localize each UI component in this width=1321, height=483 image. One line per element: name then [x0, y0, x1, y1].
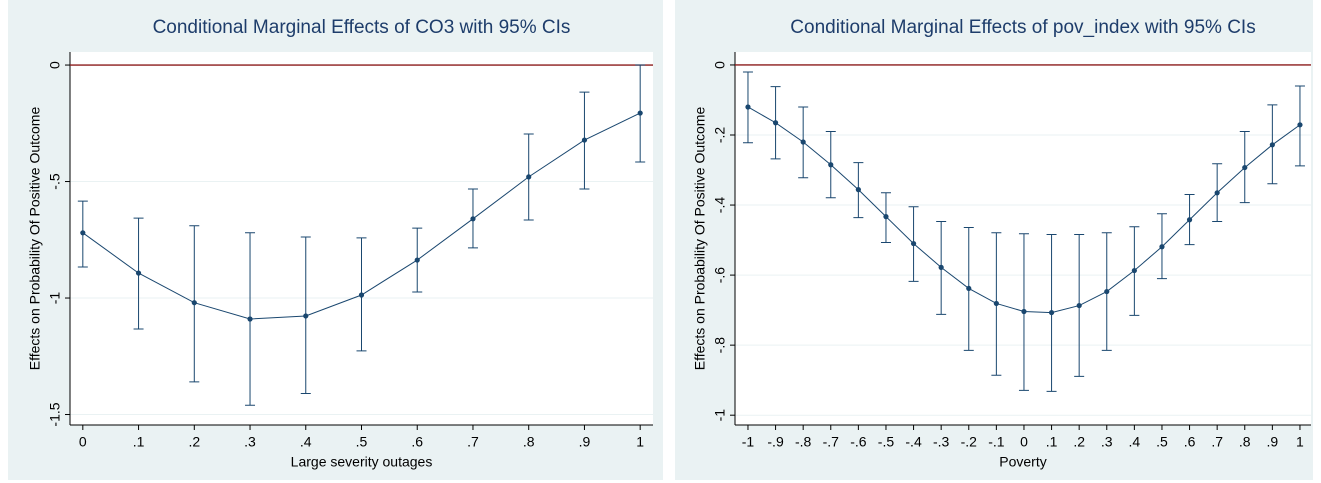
- y-tick-label: -1: [47, 292, 63, 305]
- x-tick-label: .4: [1129, 434, 1141, 450]
- x-tick-label: .5: [1156, 434, 1168, 450]
- chart-title: Conditional Marginal Effects of pov_inde…: [790, 17, 1255, 38]
- point: [993, 300, 999, 307]
- point: [470, 216, 476, 222]
- point: [358, 292, 365, 298]
- point: [966, 285, 972, 292]
- x-tick-label: -.6: [850, 434, 867, 450]
- x-tick-label: 1: [636, 434, 644, 450]
- point: [247, 316, 253, 322]
- x-tick-label: -1: [742, 434, 755, 450]
- point: [637, 110, 643, 116]
- point: [581, 137, 588, 143]
- y-tick-label: -.4: [712, 197, 728, 214]
- x-tick-label: -.5: [878, 434, 895, 450]
- x-tick-label: -.9: [767, 434, 784, 450]
- point: [883, 214, 889, 220]
- x-tick-label: .2: [188, 434, 200, 450]
- chart-panel: -1.5 -1 -.5 0 0 .1 .2 .3 .4 .5 .6 .7 .8 .9 1 Conditiona…: [8, 0, 663, 480]
- x-tick-label: .6: [1184, 434, 1196, 450]
- point: [414, 257, 420, 263]
- x-tick-label: .2: [1073, 434, 1085, 450]
- y-tick-label: -1.5: [47, 402, 63, 426]
- x-tick-label: .8: [523, 434, 535, 450]
- x-tick-label: -.2: [961, 434, 978, 450]
- point: [303, 313, 309, 319]
- y-tick-label: -.2: [712, 127, 728, 144]
- point: [1021, 308, 1027, 315]
- point: [1269, 142, 1275, 148]
- point: [80, 230, 86, 236]
- y-tick-label: -.6: [712, 267, 728, 284]
- point: [1242, 164, 1248, 171]
- x-tick-label: .7: [1211, 434, 1223, 450]
- x-tick-label: .8: [1239, 434, 1251, 450]
- x-tick-label: .9: [579, 434, 591, 450]
- point: [1131, 267, 1137, 274]
- x-tick-label: .6: [411, 434, 423, 450]
- point: [828, 162, 834, 168]
- point: [745, 104, 751, 110]
- x-tick-label: .3: [1101, 434, 1113, 450]
- x-tick-label: .1: [133, 434, 145, 450]
- x-tick-label: -.8: [795, 434, 812, 450]
- x-axis-title: Poverty: [999, 454, 1046, 470]
- point: [191, 300, 197, 306]
- point: [1297, 122, 1303, 128]
- plot-area: [735, 52, 1311, 425]
- y-tick-label: -.5: [47, 173, 63, 190]
- point: [526, 174, 532, 180]
- point: [135, 270, 142, 276]
- point: [910, 240, 917, 247]
- x-tick-label: .1: [1046, 434, 1058, 450]
- y-tick-label: -1: [712, 409, 728, 422]
- x-tick-label: .5: [356, 434, 368, 450]
- x-tick-label: -.4: [905, 434, 922, 450]
- chart-title: Conditional Marginal Effects of CO3 with…: [153, 17, 571, 38]
- point: [772, 120, 779, 126]
- x-axis-title: Large severity outages: [291, 454, 433, 470]
- point: [1214, 190, 1220, 196]
- point: [1186, 217, 1193, 223]
- x-tick-label: 0: [1020, 434, 1028, 450]
- x-tick-label: 0: [79, 434, 87, 450]
- point: [1048, 309, 1055, 316]
- point: [1104, 288, 1110, 295]
- chart-panel: -1 -.8 -.6 -.4 -.2 0 -1 -.9 -.8 -.7 -.6 -.5 -.4 -.3 -.…: [675, 0, 1313, 480]
- point: [800, 139, 806, 145]
- point: [938, 264, 944, 270]
- point: [855, 187, 861, 193]
- x-tick-label: .9: [1267, 434, 1279, 450]
- y-axis-title: Effects on Probability Of Positive Outco…: [692, 107, 708, 371]
- point: [1076, 302, 1082, 309]
- x-tick-label: -.7: [823, 434, 840, 450]
- x-tick-label: 1: [1296, 434, 1304, 450]
- x-tick-label: .3: [244, 434, 256, 450]
- point: [1159, 244, 1165, 250]
- x-tick-label: -.1: [988, 434, 1005, 450]
- x-tick-label: .4: [300, 434, 312, 450]
- y-tick-label: -.8: [712, 337, 728, 354]
- x-tick-label: .7: [467, 434, 479, 450]
- x-tick-label: -.3: [933, 434, 950, 450]
- y-axis-title: Effects on Probability Of Positive Outco…: [27, 107, 43, 371]
- y-tick-label: 0: [47, 61, 63, 69]
- y-tick-label: 0: [712, 61, 728, 69]
